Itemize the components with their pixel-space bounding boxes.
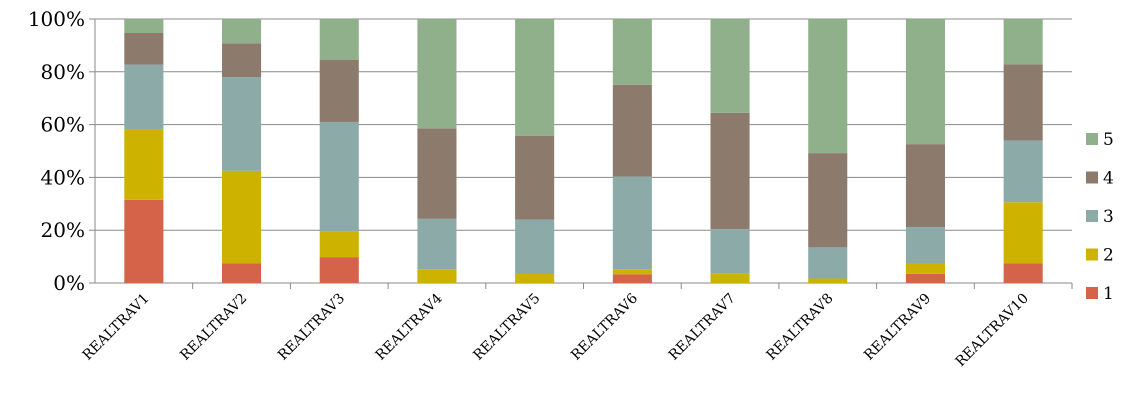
bar-segment-series-4-realtrav9 — [905, 144, 945, 228]
legend-swatch-5 — [1086, 133, 1098, 145]
bar-segment-series-3-realtrav5 — [515, 219, 555, 275]
bar-segment-series-3-realtrav8 — [808, 247, 848, 279]
x-tick-label: REALTRAV5 — [470, 291, 543, 364]
x-tick-label: REALTRAV1 — [80, 291, 153, 364]
bar-segment-series-4-realtrav5 — [515, 135, 555, 220]
bar-segment-series-4-realtrav3 — [319, 59, 359, 122]
bar-segment-series-4-realtrav7 — [710, 112, 750, 230]
x-tick-label: REALTRAV4 — [373, 290, 446, 363]
bar-segment-series-5-realtrav1 — [124, 19, 164, 33]
bar-segment-series-3-realtrav6 — [612, 176, 652, 270]
bar-segment-series-2-realtrav7 — [710, 273, 750, 283]
bar-segment-series-5-realtrav6 — [612, 19, 652, 85]
bar-segment-series-2-realtrav10 — [1003, 202, 1043, 264]
bar-segment-series-3-realtrav4 — [417, 218, 457, 270]
bar-segment-series-2-realtrav6 — [612, 269, 652, 275]
bar-segment-series-5-realtrav2 — [222, 19, 262, 44]
y-tick-label: 0% — [53, 271, 85, 295]
bar-segment-series-4-realtrav4 — [417, 128, 457, 219]
bar-segment-series-3-realtrav7 — [710, 229, 750, 274]
bar-segment-series-5-realtrav5 — [515, 19, 555, 136]
y-tick-label: 100% — [28, 7, 85, 31]
legend-label-2: 2 — [1103, 246, 1114, 266]
bar-segment-series-1-realtrav9 — [905, 273, 945, 283]
bar-segment-series-2-realtrav4 — [417, 269, 457, 283]
x-tick-label: REALTRAV7 — [666, 291, 739, 364]
y-tick-label: 80% — [41, 60, 85, 84]
x-tick-label: REALTRAV2 — [177, 291, 250, 364]
y-tick-label: 60% — [41, 113, 85, 137]
bar-segment-series-2-realtrav1 — [124, 129, 164, 200]
bar-segment-series-2-realtrav3 — [319, 231, 359, 258]
y-tick-label: 20% — [41, 218, 85, 242]
bar-segment-series-2-realtrav5 — [515, 274, 555, 283]
bar-segment-series-4-realtrav2 — [222, 43, 262, 78]
bar-segment-series-5-realtrav4 — [417, 19, 457, 129]
bar-segment-series-3-realtrav10 — [1003, 140, 1043, 203]
bar-segment-series-1-realtrav1 — [124, 199, 164, 283]
bar-segment-series-5-realtrav9 — [905, 19, 945, 145]
x-tick-label: REALTRAV3 — [275, 291, 348, 364]
bar-segment-series-1-realtrav3 — [319, 257, 359, 283]
bar-segment-series-5-realtrav3 — [319, 19, 359, 60]
x-tick-label: REALTRAV10 — [953, 291, 1032, 370]
legend-swatch-3 — [1086, 210, 1098, 222]
legend-label-5: 5 — [1103, 130, 1114, 150]
bar-segment-series-5-realtrav10 — [1003, 19, 1043, 65]
y-tick-label: 40% — [41, 165, 85, 189]
bar-segment-series-3-realtrav2 — [222, 77, 262, 171]
legend-swatch-4 — [1086, 171, 1098, 184]
bar-segment-series-1-realtrav2 — [222, 263, 262, 283]
bar-segment-series-4-realtrav8 — [808, 153, 848, 248]
bar-segment-series-1-realtrav10 — [1003, 263, 1043, 283]
bar-segment-series-2-realtrav2 — [222, 170, 262, 264]
bar-segment-series-5-realtrav8 — [808, 19, 848, 154]
x-tick-label: REALTRAV6 — [568, 290, 641, 363]
bar-segment-series-2-realtrav8 — [808, 278, 848, 283]
x-tick-label: REALTRAV8 — [764, 291, 837, 364]
bar-segment-series-1-realtrav6 — [612, 274, 652, 283]
bar-segment-series-4-realtrav10 — [1003, 64, 1043, 141]
bar-segment-series-4-realtrav1 — [124, 32, 164, 65]
legend-label-4: 4 — [1103, 169, 1114, 189]
bar-segment-series-5-realtrav7 — [710, 19, 750, 113]
legend-label-1: 1 — [1103, 284, 1114, 304]
bar-segment-series-3-realtrav1 — [124, 64, 164, 130]
legend-swatch-1 — [1086, 287, 1098, 299]
bar-segment-series-4-realtrav6 — [612, 84, 652, 177]
legend-label-3: 3 — [1103, 207, 1114, 227]
legend-swatch-2 — [1086, 248, 1098, 261]
bar-segment-series-3-realtrav9 — [905, 227, 945, 264]
bar-segment-series-2-realtrav9 — [905, 263, 945, 274]
bar-segment-series-3-realtrav3 — [319, 121, 359, 232]
x-tick-label: REALTRAV9 — [861, 291, 934, 364]
